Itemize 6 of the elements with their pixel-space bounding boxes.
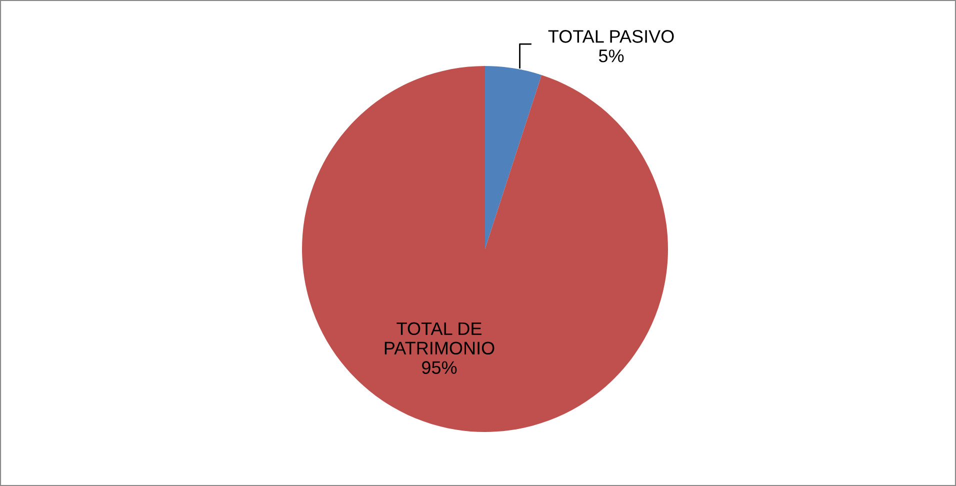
data-label: 95% [422,361,457,374]
pie-slice [302,66,668,432]
data-label: 5% [598,50,624,62]
slice-label: TOTAL DE PATRIMONIO [384,322,494,354]
pie-slice [485,66,542,249]
slice-label: TOTAL PASIVO [548,30,674,43]
